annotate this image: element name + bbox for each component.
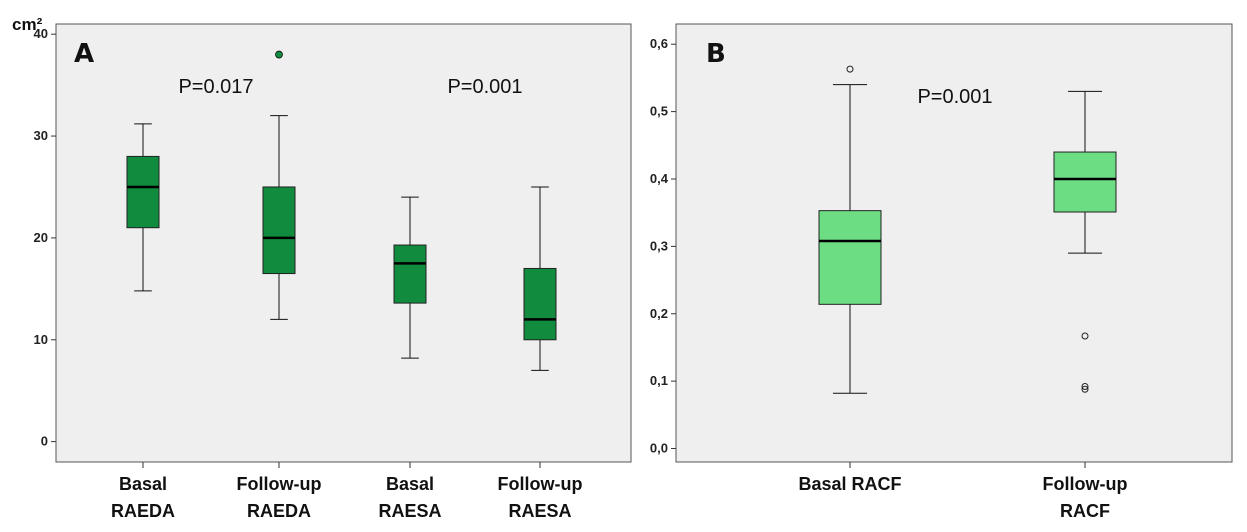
x-category-label: RAESA: [508, 501, 571, 521]
box-3: Basal RAESA: [378, 196, 442, 521]
iqr-box: [523, 267, 557, 341]
iqr-box: [262, 186, 296, 275]
x-category-label: RACF: [1060, 501, 1110, 521]
box-4: Follow-up RAESA: [498, 186, 583, 521]
y-tick-label: 20: [34, 230, 48, 245]
plot-area: [675, 23, 1233, 463]
x-category-label: RAEDA: [247, 501, 311, 521]
x-category-label: Follow-up: [1043, 474, 1128, 494]
y-tick-label: 0,4: [650, 171, 669, 186]
panel-letter: B: [706, 39, 726, 69]
y-tick-label: 0,0: [650, 441, 668, 456]
box-1: Basal RAEDA: [111, 123, 175, 521]
outlier-point: [1081, 385, 1089, 393]
x-category-label: RAEDA: [111, 501, 175, 521]
y-tick-label: 0,5: [650, 104, 668, 119]
x-category-label: Basal RACF: [798, 474, 901, 494]
outlier-point: [1081, 332, 1089, 340]
iqr-box: [1053, 151, 1117, 213]
y-tick-label: 40: [34, 26, 48, 41]
y-tick-label: 10: [34, 332, 48, 347]
iqr-box: [818, 210, 882, 305]
p-value-annotation: P=0.001: [447, 76, 522, 98]
x-category-label: Basal: [119, 474, 167, 494]
y-tick-label: 0,2: [650, 306, 668, 321]
x-category-label: Follow-up: [237, 474, 322, 494]
y-tick-label: 0,3: [650, 238, 668, 253]
x-category-label: RAESA: [378, 501, 441, 521]
box-2: Follow-up RACF: [1043, 90, 1128, 521]
box-2: Follow-up RAEDA: [237, 50, 322, 521]
outlier-point: [846, 65, 854, 73]
x-category-label: Basal: [386, 474, 434, 494]
panel-letter: A: [74, 39, 94, 69]
iqr-box: [126, 155, 160, 229]
y-tick-label: 0: [41, 434, 48, 449]
outlier-point: [1081, 383, 1089, 391]
p-value-annotation: P=0.001: [917, 86, 992, 108]
y-axis-unit: cm²: [12, 15, 43, 34]
y-tick-label: 30: [34, 128, 48, 143]
plot-area: [55, 23, 632, 463]
panel-b: 0,0 0,1 0,2 0,3 0,4 0,5 0,6 B P=0.001 Basal RACF F…: [650, 23, 1233, 521]
box-1: Basal RACF: [798, 65, 902, 494]
outlier-point: [275, 50, 283, 59]
y-tick-label: 0,1: [650, 373, 668, 388]
x-category-label: Follow-up: [498, 474, 583, 494]
y-tick-label: 0,6: [650, 36, 668, 51]
p-value-annotation: P=0.017: [178, 76, 253, 98]
iqr-box: [393, 244, 427, 304]
